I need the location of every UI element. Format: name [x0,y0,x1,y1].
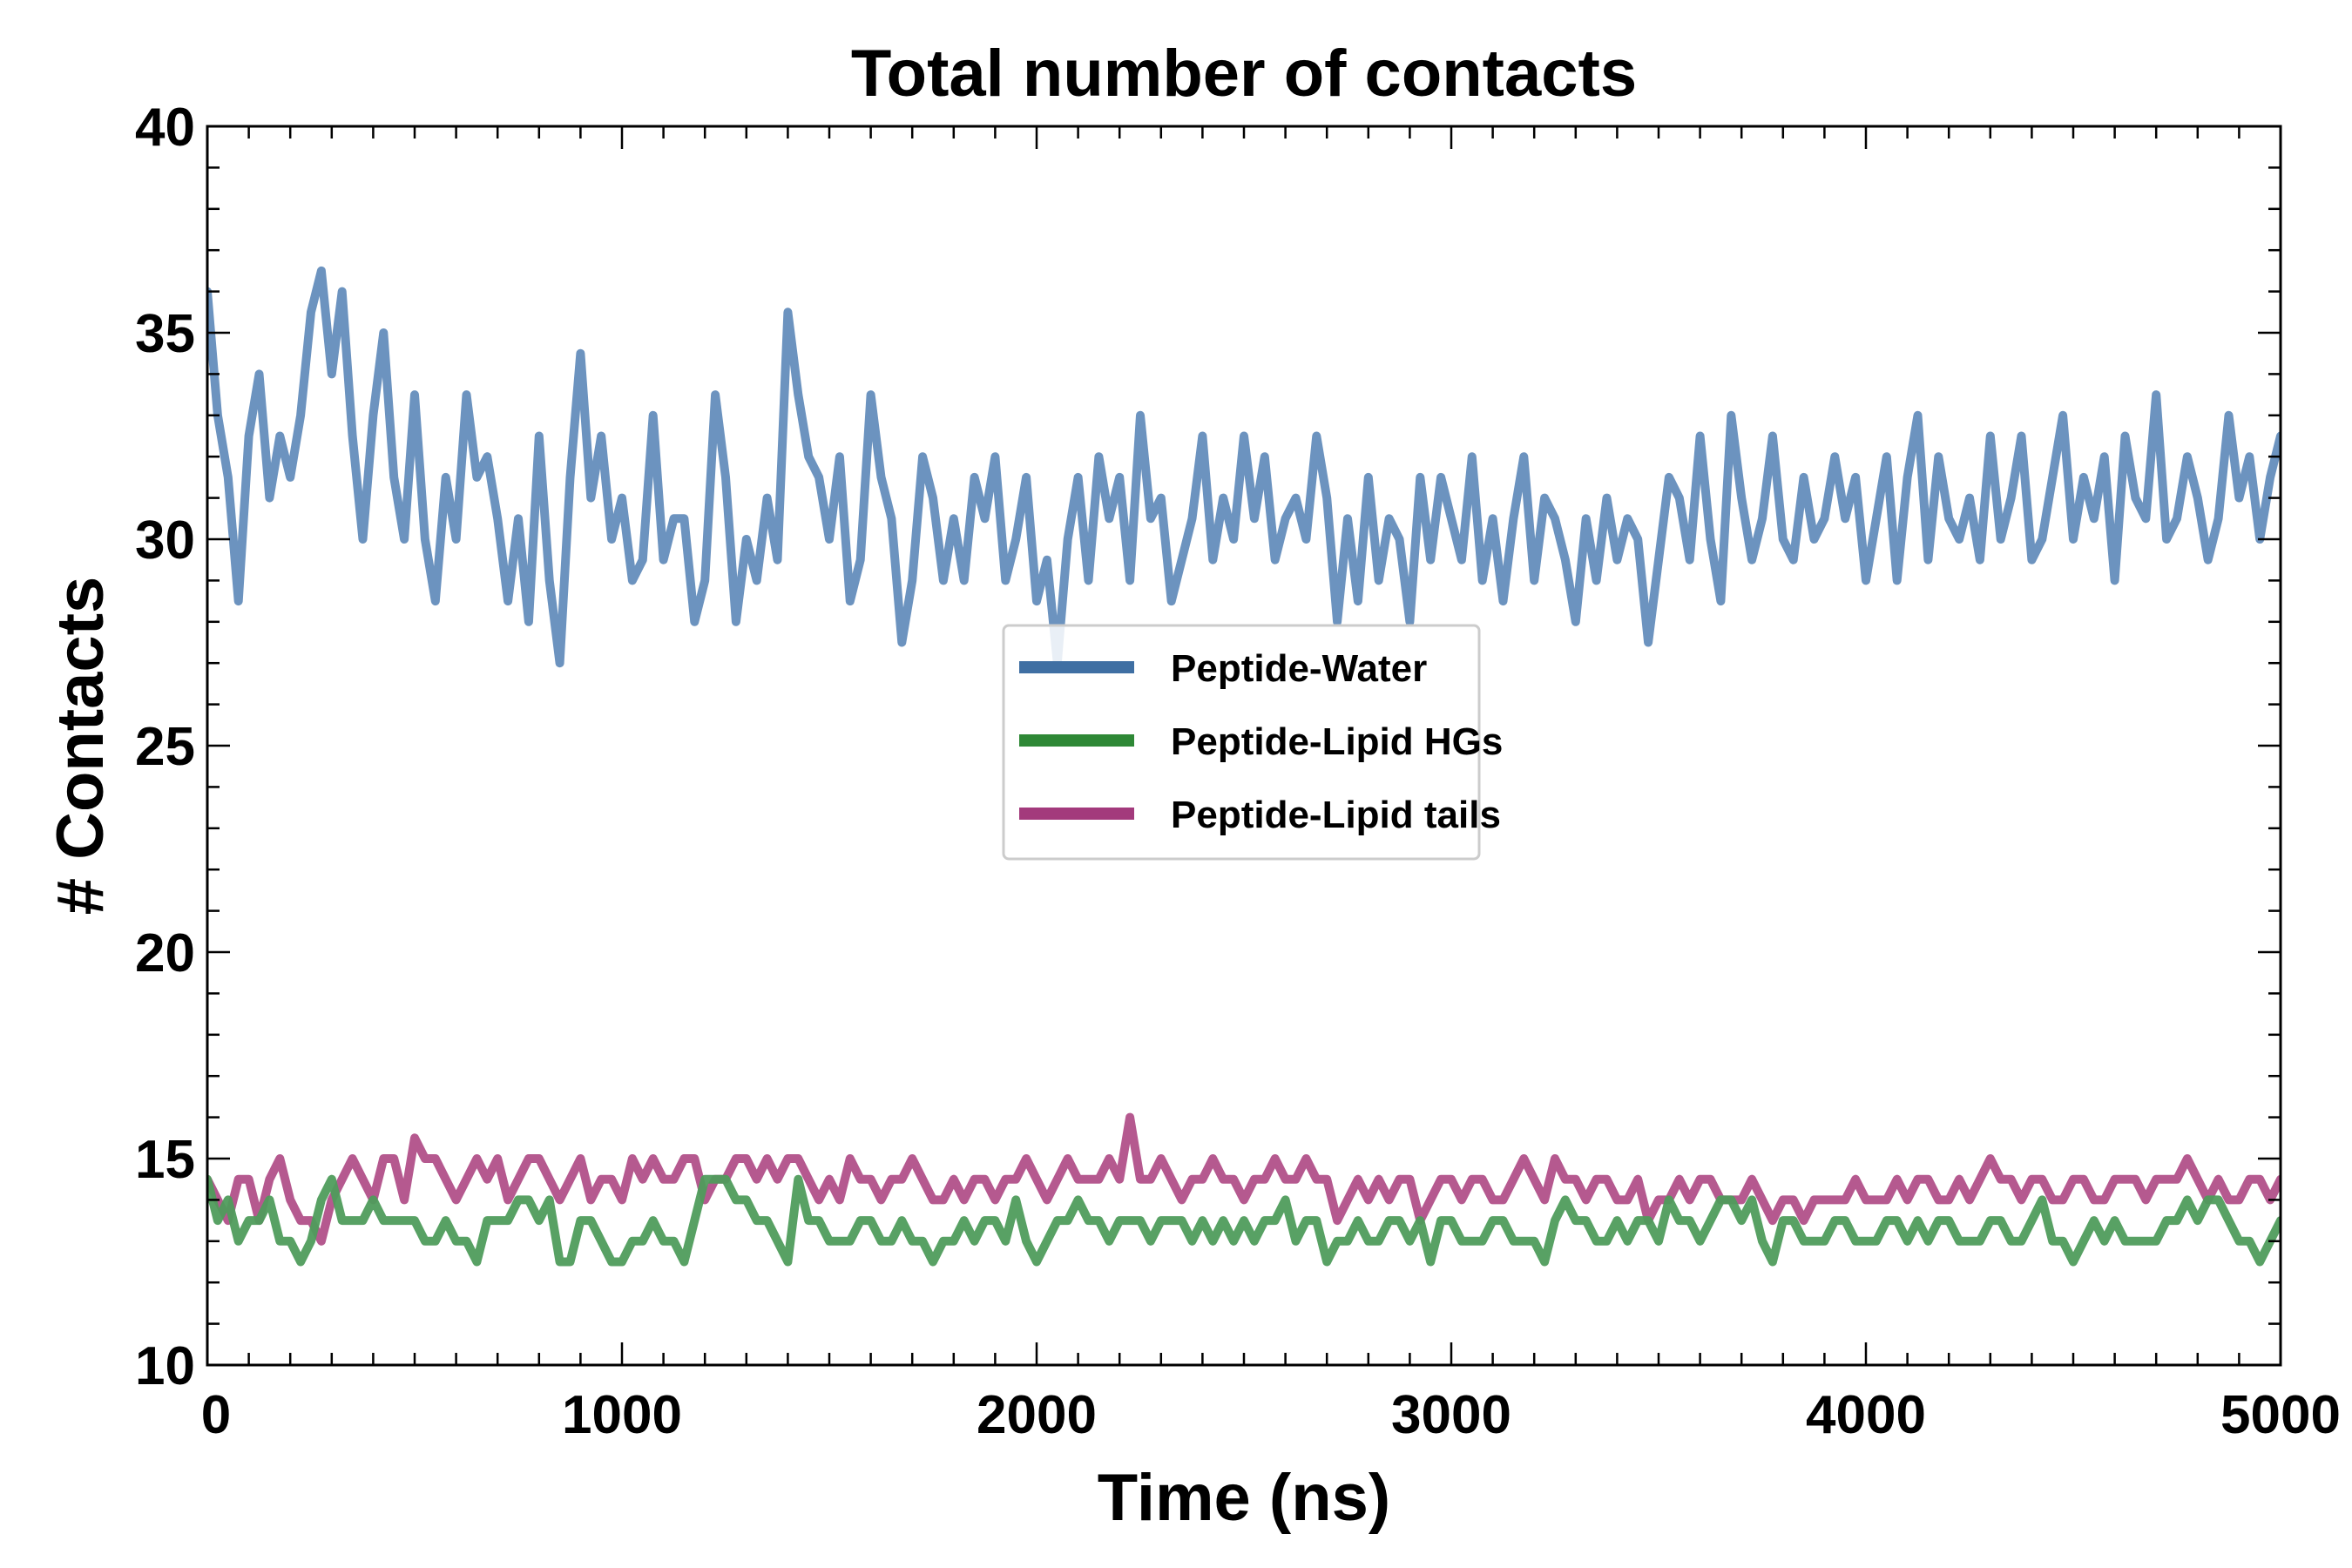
x-tick-label: 1000 [562,1385,682,1445]
series-line-peptide-lipid-tails [207,1112,2281,1246]
y-tick-label: 25 [135,717,195,777]
y-tick-label: 35 [135,304,195,364]
series-line-peptide-water [207,266,2281,668]
y-tick-label: 30 [135,510,195,571]
legend-label-peptide-water: Peptide-Water [1171,647,1427,690]
chart-title: Total number of contacts [851,37,1637,111]
y-tick-label: 15 [135,1130,195,1190]
x-tick-label: 0 [201,1385,231,1445]
ticks-layer: 0 1000 2000 3000 4000 5000 10 15 20 25 30 35 40 [135,98,2341,1445]
y-tick-label: 40 [135,98,195,158]
y-axis-label: # Contacts [44,577,118,916]
legend-box [1002,624,1481,861]
x-tick-label: 2000 [977,1385,1097,1445]
y-tick-label: 20 [135,923,195,983]
series-line-peptide-lipid-hgs [207,1174,2281,1267]
series-layer [207,266,2281,1267]
x-tick-label: 5000 [2220,1385,2341,1445]
legend-label-peptide-lipid-hgs: Peptide-Lipid HGs [1171,720,1503,763]
legend-label-peptide-lipid-tails: Peptide-Lipid tails [1171,794,1501,836]
x-tick-label: 4000 [1806,1385,1926,1445]
x-axis-label: Time (ns) [1098,1461,1390,1535]
legend: Peptide-Water Peptide-Lipid HGs Peptide-… [1002,624,1503,861]
x-tick-label: 3000 [1391,1385,1511,1445]
y-tick-label: 10 [135,1336,195,1396]
